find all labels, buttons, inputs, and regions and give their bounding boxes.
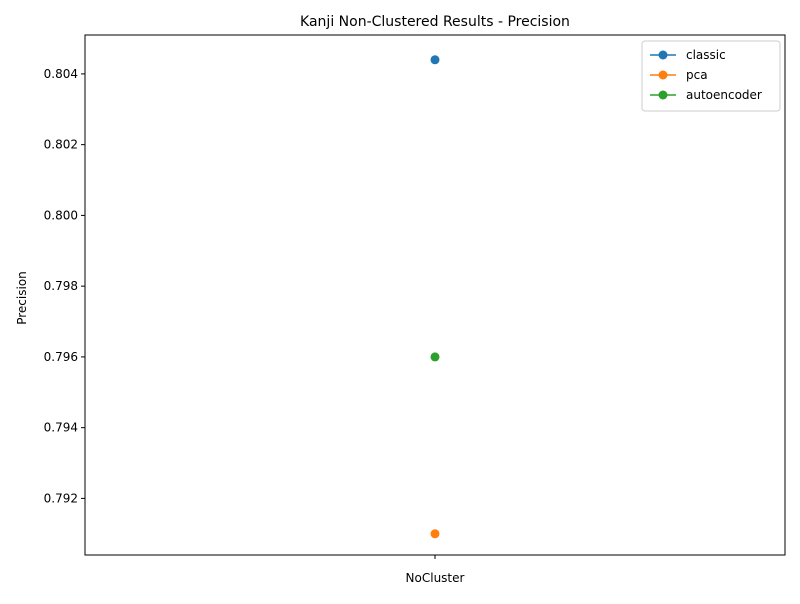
series-classic [430,55,440,65]
legend: classic pca autoencoder [641,40,781,112]
data-point-classic [430,55,440,65]
y-axis-label: Precision [15,271,29,325]
legend-marker [658,90,668,100]
series-pca [430,529,440,539]
plot-frame [84,34,786,556]
legend-box [641,40,781,112]
y-tick-label: 0.802 [44,138,78,152]
series-layer [430,55,440,539]
data-point-autoencoder [430,352,440,362]
legend-marker [658,50,668,60]
x-axis-ticks: NoCluster [406,555,465,585]
y-tick-label: 0.792 [44,491,78,505]
legend-item-pca: pca [650,68,708,82]
chart-title: Kanji Non-Clustered Results - Precision [300,14,570,30]
legend-label: pca [686,68,708,82]
y-tick-label: 0.796 [44,350,78,364]
legend-label: autoencoder [686,88,762,102]
legend-item-autoencoder: autoencoder [650,88,762,102]
y-tick-label: 0.794 [44,421,78,435]
legend-marker [658,70,668,80]
series-autoencoder [430,352,440,362]
legend-label: classic [686,48,726,62]
y-axis-ticks: 0.792 0.794 0.796 0.798 0.800 0.802 0.804 [44,67,85,505]
data-point-pca [430,529,440,539]
y-tick-label: 0.804 [44,67,78,81]
legend-item-classic: classic [650,48,726,62]
x-tick-label: NoCluster [406,571,465,585]
y-tick-label: 0.800 [44,208,78,222]
y-tick-label: 0.798 [44,279,78,293]
